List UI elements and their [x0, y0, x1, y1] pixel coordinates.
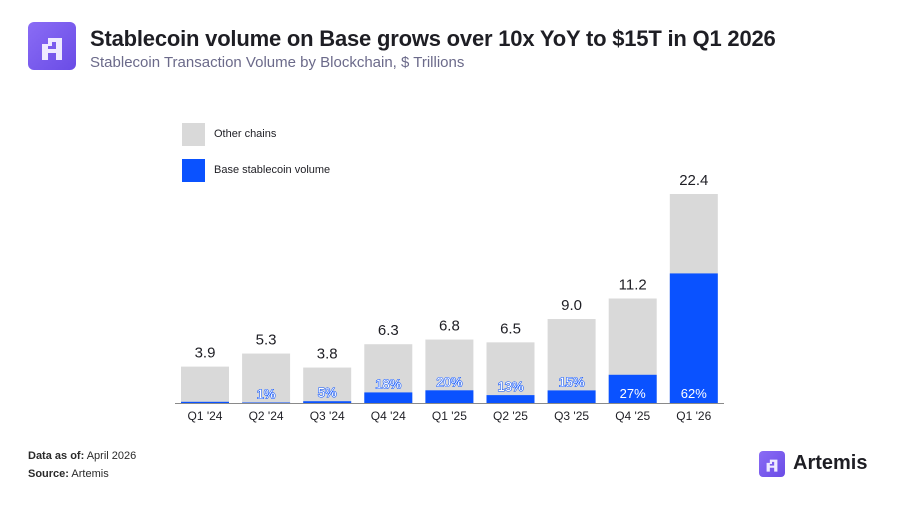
total-label: 5.3 — [256, 332, 277, 349]
legend-label-base: Base stablecoin volume — [214, 164, 331, 176]
bar-other-chains — [181, 366, 229, 403]
source-label: Source: — [28, 468, 69, 480]
share-label: 18% — [375, 376, 401, 391]
bar-other-chains — [486, 342, 535, 403]
total-label: 6.5 — [500, 320, 521, 337]
share-label: 13% — [497, 379, 523, 394]
x-tick-label: Q1 '25 — [432, 409, 467, 423]
x-tick-label: Q4 '25 — [615, 409, 650, 423]
bar-base-volume — [608, 374, 657, 403]
x-tick-label: Q4 '24 — [371, 409, 406, 423]
bar-base-volume — [486, 395, 535, 403]
total-label: 6.8 — [439, 318, 460, 335]
total-label: 3.9 — [195, 345, 216, 362]
artemis-brand-icon — [759, 451, 785, 477]
share-label: 20% — [436, 374, 462, 389]
share-label: 15% — [559, 374, 585, 389]
x-tick-label: Q3 '24 — [310, 409, 345, 423]
bar-other-chains — [242, 353, 291, 403]
source-value: Artemis — [68, 468, 109, 480]
chart-subtitle: Stablecoin Transaction Volume by Blockch… — [90, 54, 465, 71]
data-as-of: Data as of: April 2026 — [28, 450, 136, 462]
total-label: 11.2 — [619, 277, 647, 294]
share-label: 62% — [681, 386, 707, 401]
artemis-logo-icon — [28, 22, 76, 70]
share-label: 1% — [257, 387, 276, 402]
legend-swatch-other — [182, 123, 205, 146]
x-tick-label: Q2 '25 — [493, 409, 528, 423]
chart-title: Stablecoin volume on Base grows over 10x… — [90, 26, 776, 51]
bar-base-volume — [181, 401, 229, 403]
x-tick-label: Q1 '24 — [188, 409, 223, 423]
total-label: 3.8 — [317, 346, 338, 363]
bar-base-volume — [425, 390, 474, 403]
bar-other-chains — [547, 319, 596, 403]
source: Source: Artemis — [28, 468, 109, 480]
bar-base-volume — [547, 390, 596, 403]
total-label: 6.3 — [378, 322, 399, 339]
x-tick-label: Q2 '24 — [249, 409, 284, 423]
x-tick-label: Q1 '26 — [676, 409, 711, 423]
total-label: 9.0 — [561, 297, 582, 314]
legend-label-other: Other chains — [214, 128, 277, 140]
bar-other-chains — [303, 367, 352, 403]
total-label: 22.4 — [679, 172, 708, 189]
brand-name: Artemis — [793, 452, 868, 474]
legend-swatch-base — [182, 159, 205, 182]
share-label: 27% — [620, 386, 646, 401]
data-as-of-value: April 2026 — [84, 450, 137, 462]
bar-base-volume — [303, 401, 352, 403]
data-as-of-label: Data as of: — [28, 450, 85, 462]
share-label: 5% — [318, 385, 337, 400]
bar-base-volume — [669, 273, 718, 403]
x-tick-label: Q3 '25 — [554, 409, 589, 423]
bar-base-volume — [364, 392, 413, 403]
